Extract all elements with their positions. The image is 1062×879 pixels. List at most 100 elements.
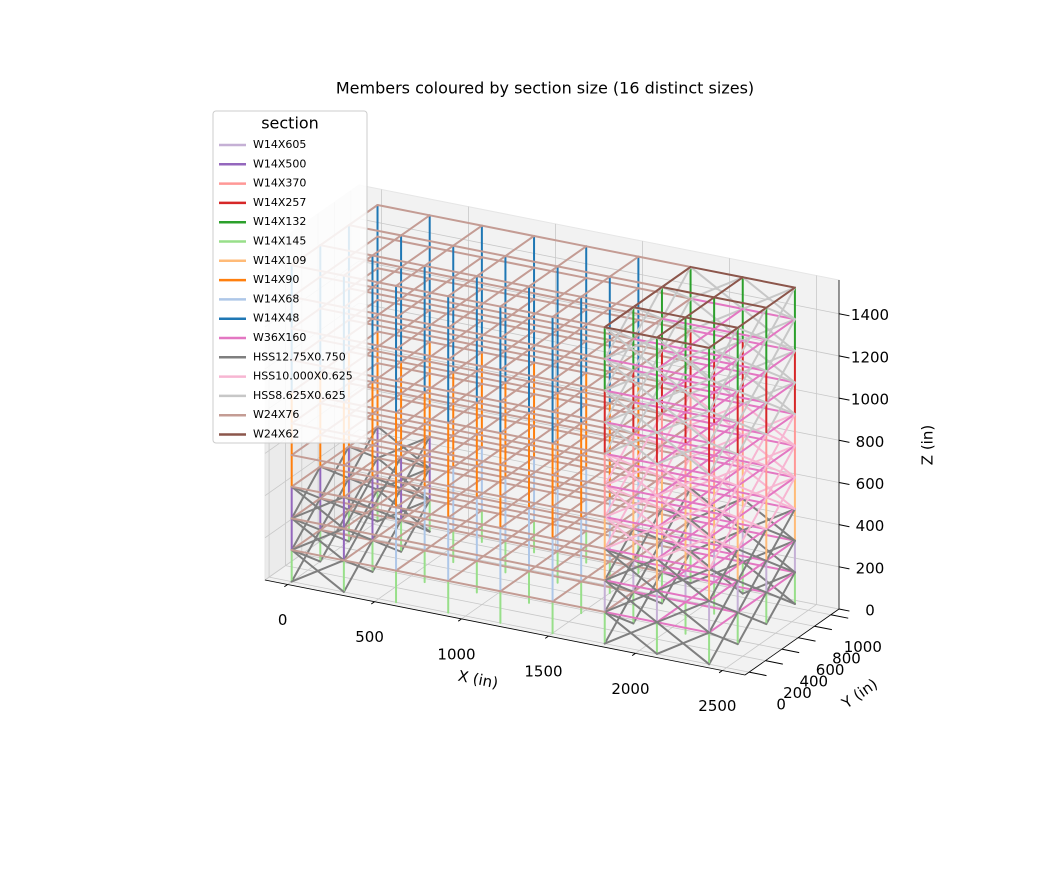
member-beam <box>765 476 796 499</box>
member-beam <box>423 276 455 299</box>
legend-label: HSS12.75X0.750 <box>253 350 346 363</box>
member-beam <box>480 509 536 522</box>
member-beam <box>504 318 559 331</box>
y-tick-label: 200 <box>783 684 812 702</box>
grid-line <box>358 513 840 610</box>
member-beam <box>603 306 635 329</box>
member-brace <box>708 346 739 361</box>
member-beam <box>632 464 687 477</box>
member-beam <box>400 519 455 532</box>
member-brace <box>765 401 796 416</box>
member-beam <box>480 256 536 269</box>
member-beam <box>428 499 483 512</box>
member-beam <box>603 547 658 560</box>
member-brace <box>708 473 739 487</box>
member-beam <box>632 286 663 309</box>
member-beam <box>533 519 588 533</box>
member-brace <box>655 621 711 666</box>
member-beam <box>423 359 478 373</box>
member-beam <box>713 422 768 436</box>
member-beam <box>765 571 796 594</box>
member-beam <box>603 527 635 550</box>
member-beam <box>423 391 478 404</box>
member-beam <box>475 433 530 446</box>
grid-line <box>722 604 817 671</box>
member-beam <box>395 411 450 424</box>
y-tick <box>814 625 832 631</box>
member-beam <box>395 284 450 298</box>
member-brace <box>708 631 739 646</box>
member-brace <box>765 433 796 447</box>
member-brace <box>736 326 768 341</box>
member-beam <box>528 297 559 320</box>
member-beam <box>603 369 635 392</box>
member-beam <box>400 329 455 342</box>
member-beam <box>713 296 768 309</box>
member-beam <box>395 391 426 414</box>
member-beam <box>741 560 796 574</box>
x-tick-label: 2500 <box>698 697 736 715</box>
member-beam <box>655 316 687 339</box>
legend-label: W14X257 <box>253 196 306 209</box>
member-beam <box>395 537 450 551</box>
member-beam <box>580 295 635 309</box>
member-brace <box>603 326 658 371</box>
member-beam <box>632 559 687 572</box>
member-beam <box>556 245 588 268</box>
member-beam <box>499 380 530 403</box>
member-brace <box>708 599 739 614</box>
member-beam <box>551 568 606 582</box>
member-beam <box>452 224 483 247</box>
member-beam <box>556 391 611 405</box>
member-brace <box>741 434 796 479</box>
member-beam <box>395 506 450 519</box>
member-beam <box>765 508 796 531</box>
legend-label: W14X109 <box>253 254 306 267</box>
member-brace <box>603 579 658 624</box>
member-beam <box>528 570 583 583</box>
member-beam <box>376 425 431 438</box>
legend-label: W24X76 <box>253 408 299 421</box>
member-beam <box>655 348 687 371</box>
z-tick <box>838 397 850 401</box>
member-beam <box>713 486 768 499</box>
member-beam <box>499 432 554 445</box>
member-brace <box>603 389 658 434</box>
y-tick <box>798 637 816 642</box>
member-beam <box>475 464 530 478</box>
member-beam <box>551 505 606 519</box>
member-beam <box>290 497 322 520</box>
member-beam <box>452 256 483 279</box>
member-brace <box>603 452 658 497</box>
member-beam <box>655 494 711 508</box>
member-beam <box>528 265 559 288</box>
member-beam <box>585 276 640 290</box>
member-beam <box>533 266 588 279</box>
member-beam <box>452 466 507 479</box>
member-beam <box>660 317 716 331</box>
y-tick <box>781 648 800 654</box>
member-beam <box>556 276 588 300</box>
member-beam <box>660 286 716 299</box>
member-beam <box>376 203 431 217</box>
member-beam <box>371 266 403 289</box>
member-beam <box>395 264 426 287</box>
x-tick <box>631 652 636 657</box>
member-beam <box>504 349 559 363</box>
member-beam <box>400 392 455 405</box>
legend-box <box>212 110 368 444</box>
member-beam <box>447 306 478 329</box>
member-beam <box>342 527 398 540</box>
member-beam <box>655 589 711 602</box>
member-brace <box>603 516 658 560</box>
x-tick-label: 1500 <box>524 663 562 681</box>
member-beam <box>504 286 559 300</box>
legend-label: W14X145 <box>253 235 306 248</box>
member-beam <box>713 276 744 299</box>
member-beam <box>684 348 739 361</box>
member-beam <box>475 306 530 320</box>
member-beam <box>376 362 431 375</box>
member-beam <box>655 526 711 539</box>
member-beam <box>556 265 611 278</box>
member-beam <box>480 319 536 332</box>
